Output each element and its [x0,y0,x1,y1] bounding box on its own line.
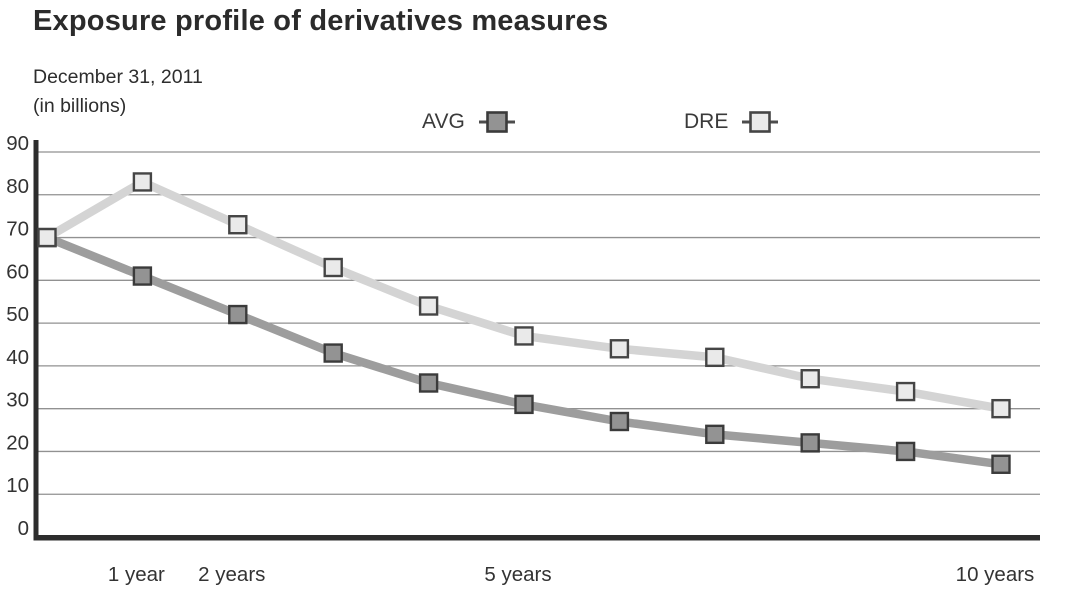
x-axis-line [33,535,1040,541]
y-tick-label: 90 [6,132,29,155]
marker-dre [991,398,1011,419]
marker-avg [895,441,916,462]
marker-dre [514,326,534,346]
x-tick-label: 2 years [198,563,265,586]
marker-avg [514,394,534,415]
y-tick-label: 40 [6,346,29,369]
avg-series-marker-icon [478,111,515,133]
legend-item-avg: AVG [422,107,516,137]
marker-avg [991,454,1011,474]
marker-avg [705,424,725,445]
y-tick-label: 80 [6,175,29,198]
x-tick-label: 5 years [484,563,551,586]
marker-dre [37,227,57,248]
marker-dre [418,296,439,316]
y-tick-label: 30 [6,389,29,412]
marker-avg [228,304,248,325]
marker-dre [800,369,820,389]
marker-dre [895,381,916,402]
y-tick-label: 20 [6,431,29,454]
chart-title: Exposure profile of derivatives measures [33,5,609,37]
marker-dre [323,257,343,278]
legend-label-dre: DRE [684,110,729,133]
marker-dre [132,172,153,192]
x-tick-label: 10 years [956,563,1035,586]
marker-dre [705,347,725,368]
y-tick-label: 60 [6,260,29,283]
marker-avg [323,343,343,363]
marker-avg [132,266,153,286]
chart-date: December 31, 2011 [33,66,203,88]
y-tick-label: 50 [6,303,29,326]
marker-dre [228,215,248,235]
legend-label-avg: AVG [422,110,465,133]
marker-avg [418,373,439,393]
y-tick-label: 10 [6,474,29,497]
chart-units-label: (in billions) [33,95,127,117]
legend-item-dre: DRE [684,107,779,137]
y-tick-label: 70 [6,218,29,241]
marker-avg [609,411,630,432]
x-tick-label: 1 year [108,563,165,586]
series-line-avg [45,233,1002,469]
marker-avg [800,433,820,453]
marker-dre [609,339,630,359]
dre-series-marker-icon [742,111,779,133]
y-tick-label: 0 [18,517,29,540]
y-axis-line [33,140,39,540]
